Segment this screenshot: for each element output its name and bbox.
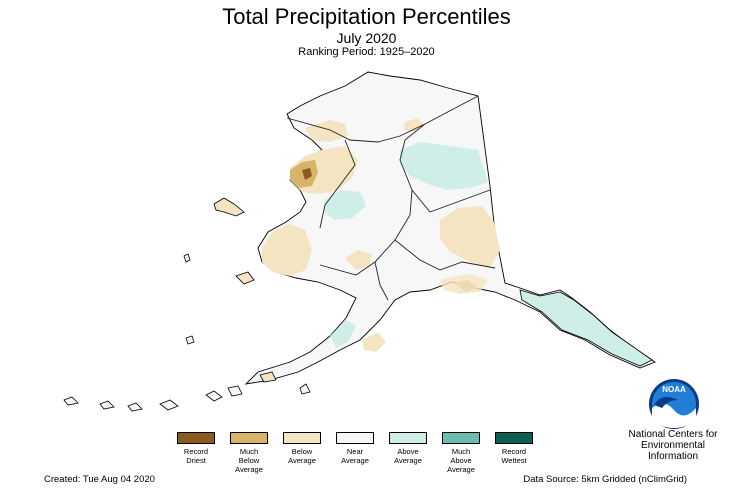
noaa-logo-text: NOAA xyxy=(662,385,686,394)
legend-item-much-below-average: Much Below Average xyxy=(223,432,275,474)
legend-swatch xyxy=(283,432,321,444)
legend-swatch xyxy=(495,432,533,444)
data-source: Data Source: 5km Gridded (nClimGrid) xyxy=(523,474,687,485)
organization-name: National Centers for Environmental Infor… xyxy=(628,429,718,462)
legend-label: Much Above Average xyxy=(447,447,475,474)
legend-swatch xyxy=(442,432,480,444)
legend-item-much-above-average: Much Above Average xyxy=(435,432,487,474)
below-average-south xyxy=(440,274,488,294)
below-average-north xyxy=(305,120,348,142)
legend-label: Much Below Average xyxy=(235,447,263,474)
below-average-peninsula xyxy=(362,332,386,352)
legend-swatch xyxy=(389,432,427,444)
legend-label: Record Driest xyxy=(183,447,209,465)
climate-division-lines xyxy=(286,95,496,301)
below-average-east xyxy=(440,206,500,268)
alaska-map xyxy=(63,71,656,412)
below-average-southcentral xyxy=(345,250,372,270)
ranking-period: Ranking Period: 1925–2020 xyxy=(298,46,435,58)
legend-label: Above Average xyxy=(394,447,422,465)
legend: Record Driest Much Below Average Below A… xyxy=(170,432,542,478)
above-average-interior-east xyxy=(400,142,488,190)
legend-item-record-driest: Record Driest xyxy=(170,432,222,465)
legend-item-below-average: Below Average xyxy=(276,432,328,465)
map-title: Total Precipitation Percentiles xyxy=(222,4,511,29)
legend-swatch xyxy=(177,432,215,444)
above-average-interior-west xyxy=(325,190,366,220)
legend-item-record-wettest: Record Wettest xyxy=(488,432,540,465)
map-subtitle: July 2020 xyxy=(336,30,397,46)
legend-item-near-average: Near Average xyxy=(329,432,381,465)
created-date: Created: Tue Aug 04 2020 xyxy=(44,474,155,485)
legend-swatch xyxy=(230,432,268,444)
islands xyxy=(63,197,311,412)
above-average-southeast xyxy=(519,289,653,367)
legend-label: Near Average xyxy=(341,447,369,465)
legend-swatch xyxy=(336,432,374,444)
below-average-west xyxy=(262,224,312,276)
noaa-logo: NOAA xyxy=(649,379,699,429)
record-driest-seward xyxy=(302,168,312,180)
legend-label: Below Average xyxy=(288,447,316,465)
legend-label: Record Wettest xyxy=(501,447,527,465)
above-average-peninsula xyxy=(330,320,356,348)
legend-item-above-average: Above Average xyxy=(382,432,434,465)
